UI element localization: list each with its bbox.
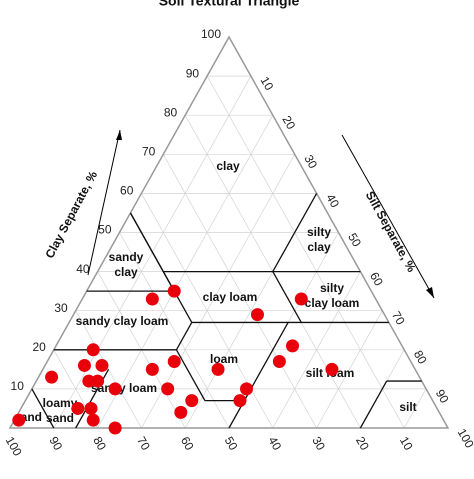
sand-tick-label: 80 (90, 434, 109, 453)
region-label: clay (114, 265, 138, 279)
sand-tick-label: 70 (134, 434, 153, 453)
sample-point (45, 370, 59, 384)
clay-tick-label: 70 (142, 144, 156, 158)
class-boundary (175, 349, 206, 401)
sand-tick-label: 10 (397, 434, 416, 453)
class-boundary (228, 322, 289, 429)
region-label: clay (307, 240, 331, 254)
sample-point (91, 374, 105, 388)
class-boundary (359, 380, 388, 429)
silt-tick-label: 40 (323, 191, 342, 210)
sample-point (250, 308, 264, 322)
grid-line (403, 388, 427, 429)
grid-line (316, 310, 383, 429)
class-boundary (31, 388, 55, 429)
silt-tick-label: 100 (455, 426, 474, 451)
sample-point (211, 362, 225, 376)
sand-tick-label: 30 (309, 434, 328, 453)
sample-point (294, 292, 308, 306)
grid-line (162, 154, 317, 429)
sample-point (325, 362, 339, 376)
silt-axis-label: Silt Separate, % (363, 189, 419, 275)
clay-tick-label: 30 (54, 301, 68, 315)
region-label: sandy (109, 250, 144, 264)
sample-point (233, 394, 247, 408)
sample-point (167, 355, 181, 369)
silt-tick-label: 70 (389, 309, 408, 328)
region-label: clay loam (305, 296, 360, 310)
sand-tick-label: 40 (265, 434, 284, 453)
class-boundary (162, 271, 193, 323)
silt-tick-label: 20 (279, 113, 298, 132)
region-label: clay loam (203, 290, 258, 304)
class-boundary (272, 193, 318, 272)
sand-tick-label: 90 (46, 434, 65, 453)
silt-tick-label: 80 (411, 348, 430, 367)
sample-point (108, 421, 122, 435)
sample-point (145, 292, 159, 306)
sample-point (84, 401, 98, 415)
silt-tick-label: 60 (367, 270, 386, 289)
clay-tick-label: 100 (201, 27, 221, 41)
sample-point (77, 358, 91, 372)
grid-line (119, 232, 230, 429)
clay-tick-label: 20 (32, 340, 46, 354)
region-label: silty (320, 281, 344, 295)
region-label: silt (399, 400, 416, 414)
clay-tick-label: 60 (120, 184, 134, 198)
sample-point (161, 382, 175, 396)
region-label: sand (46, 411, 74, 425)
silt-arrow (341, 134, 435, 299)
sample-point (185, 394, 199, 408)
clay-tick-label: 90 (186, 66, 200, 80)
silt-tick-label: 50 (345, 231, 364, 250)
clay-tick-label: 50 (98, 223, 112, 237)
sample-point (95, 358, 109, 372)
sample-point (145, 362, 159, 376)
clay-axis-label: Clay Separate, % (42, 168, 100, 260)
sand-tick-label: 60 (178, 434, 197, 453)
points (12, 284, 339, 435)
sample-point (167, 284, 181, 298)
silt-arrowhead (426, 287, 434, 298)
sample-point (174, 405, 188, 419)
class-boundary (272, 271, 302, 323)
region-label: sandy clay loam (76, 314, 169, 328)
clay-tick-label: 10 (11, 379, 25, 393)
class-boundaries (8, 35, 450, 429)
sand-tick-label: 50 (222, 434, 241, 453)
region-label: silty (307, 225, 331, 239)
sample-point (86, 413, 100, 427)
region-label: clay (216, 159, 240, 173)
class-boundary (175, 322, 193, 351)
chart-title: Soil Textural Triangle (159, 0, 300, 9)
grid-line (141, 154, 296, 429)
sample-point (12, 413, 26, 427)
sample-point (71, 401, 85, 415)
sand-tick-label: 100 (3, 434, 25, 459)
region-label: loam (210, 352, 238, 366)
grid-line (206, 75, 405, 429)
clay-arrow (87, 129, 121, 276)
silt-tick-label: 90 (433, 387, 452, 406)
region-label: sandy loam (91, 381, 157, 395)
region-label: loamy (43, 396, 78, 410)
sample-point (86, 343, 100, 357)
silt-tick-label: 30 (301, 152, 320, 171)
silt-tick-label: 10 (258, 74, 277, 93)
sample-point (240, 382, 254, 396)
sand-tick-label: 20 (353, 434, 372, 453)
sample-point (286, 339, 300, 353)
clay-tick-label: 80 (164, 105, 178, 119)
clay-arrowhead (116, 130, 122, 140)
clay-tick-label: 40 (76, 262, 90, 276)
sample-point (108, 382, 122, 396)
sample-point (272, 355, 286, 369)
